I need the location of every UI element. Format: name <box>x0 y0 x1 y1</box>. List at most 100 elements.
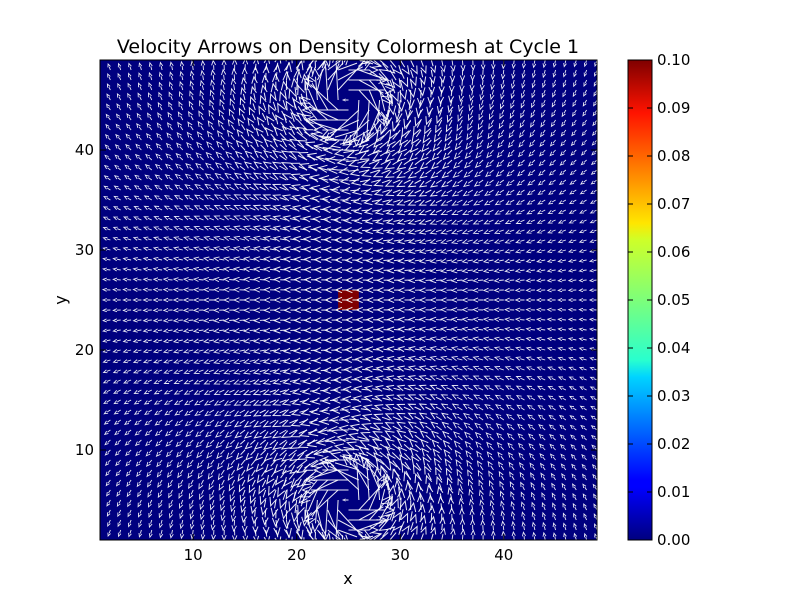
velocity-arrow <box>176 132 184 141</box>
velocity-arrow <box>527 414 536 421</box>
velocity-arrow <box>483 385 494 391</box>
velocity-arrow <box>332 60 341 101</box>
velocity-arrow <box>496 159 505 168</box>
velocity-arrow <box>133 206 142 211</box>
velocity-arrow <box>551 99 557 108</box>
velocity-arrow <box>222 266 235 272</box>
velocity-arrow <box>173 226 183 231</box>
velocity-arrow <box>212 307 225 313</box>
velocity-arrow <box>164 419 173 426</box>
velocity-arrow <box>153 389 163 395</box>
velocity-arrow <box>578 327 587 332</box>
velocity-arrow <box>461 365 473 371</box>
velocity-arrow <box>440 229 453 235</box>
velocity-arrow <box>123 185 132 191</box>
velocity-arrow <box>364 217 380 225</box>
velocity-arrow <box>552 512 557 521</box>
velocity-arrow <box>173 194 184 201</box>
velocity-arrow <box>169 519 174 529</box>
velocity-arrow <box>188 479 194 490</box>
velocity-arrow <box>418 219 432 225</box>
velocity-arrow <box>568 366 577 371</box>
velocity-arrow <box>312 465 349 475</box>
velocity-arrow <box>559 169 567 176</box>
velocity-arrow <box>514 258 525 264</box>
velocity-arrow <box>114 439 122 446</box>
velocity-arrow <box>505 413 515 421</box>
x-tick-label: 10 <box>184 546 203 564</box>
velocity-arrow <box>178 489 184 499</box>
velocity-arrow <box>472 365 484 371</box>
velocity-arrow <box>100 420 101 421</box>
velocity-arrow <box>234 150 246 161</box>
velocity-arrow <box>233 204 246 211</box>
velocity-arrow <box>100 159 101 160</box>
velocity-arrow <box>133 399 142 405</box>
velocity-arrow <box>117 519 122 528</box>
velocity-arrow <box>430 430 443 441</box>
velocity-arrow <box>155 153 163 161</box>
velocity-arrow <box>303 475 349 485</box>
velocity-arrow <box>497 129 505 139</box>
velocity-arrow <box>122 287 132 292</box>
velocity-arrow <box>115 469 122 477</box>
velocity-arrow <box>557 297 566 303</box>
velocity-arrow <box>418 316 432 323</box>
velocity-arrow <box>184 194 194 201</box>
velocity-arrow <box>185 152 194 161</box>
velocity-arrow <box>436 485 444 501</box>
velocity-arrow <box>552 60 557 68</box>
velocity-arrow <box>229 98 236 111</box>
velocity-arrow <box>161 539 163 540</box>
velocity-arrow <box>280 162 297 171</box>
velocity-arrow <box>233 399 246 406</box>
velocity-arrow <box>483 239 494 244</box>
velocity-arrow <box>262 172 277 181</box>
velocity-arrow <box>451 199 463 206</box>
velocity-arrow <box>489 499 495 511</box>
velocity-arrow <box>537 414 546 421</box>
velocity-arrow <box>536 385 546 391</box>
velocity-arrow <box>179 509 184 520</box>
velocity-arrow <box>233 409 246 417</box>
velocity-arrow <box>363 207 380 215</box>
velocity-arrow <box>122 308 132 313</box>
velocity-arrow <box>106 509 111 517</box>
velocity-arrow <box>238 107 246 121</box>
velocity-arrow <box>132 267 142 272</box>
velocity-arrow <box>389 525 403 540</box>
velocity-arrow <box>172 328 183 333</box>
velocity-arrow <box>514 336 525 342</box>
velocity-arrow <box>152 267 163 272</box>
velocity-arrow <box>418 277 432 284</box>
velocity-arrow <box>262 225 277 232</box>
velocity-arrow <box>132 369 142 374</box>
velocity-arrow <box>320 406 339 415</box>
velocity-arrow <box>550 129 556 138</box>
velocity-arrow <box>456 119 463 132</box>
velocity-arrow <box>489 99 495 111</box>
velocity-arrow <box>152 307 163 313</box>
velocity-arrow <box>550 119 556 128</box>
velocity-arrow <box>582 109 587 117</box>
velocity-arrow <box>199 79 205 91</box>
velocity-arrow <box>214 162 225 171</box>
velocity-arrow <box>407 365 422 372</box>
velocity-arrow <box>116 93 122 101</box>
velocity-arrow <box>397 346 411 353</box>
velocity-arrow <box>221 60 227 71</box>
velocity-arrow <box>226 459 235 471</box>
velocity-arrow <box>248 106 256 121</box>
velocity-arrow <box>154 429 163 437</box>
velocity-arrow <box>374 375 390 383</box>
velocity-arrow <box>579 405 587 411</box>
velocity-arrow <box>386 237 401 245</box>
velocity-arrow <box>262 204 277 211</box>
velocity-arrow <box>396 438 411 451</box>
velocity-arrow <box>212 317 225 324</box>
velocity-arrow <box>558 414 567 421</box>
velocity-arrow <box>419 169 432 179</box>
velocity-arrow <box>133 409 142 415</box>
velocity-arrow <box>550 462 556 471</box>
velocity-arrow <box>177 469 184 479</box>
